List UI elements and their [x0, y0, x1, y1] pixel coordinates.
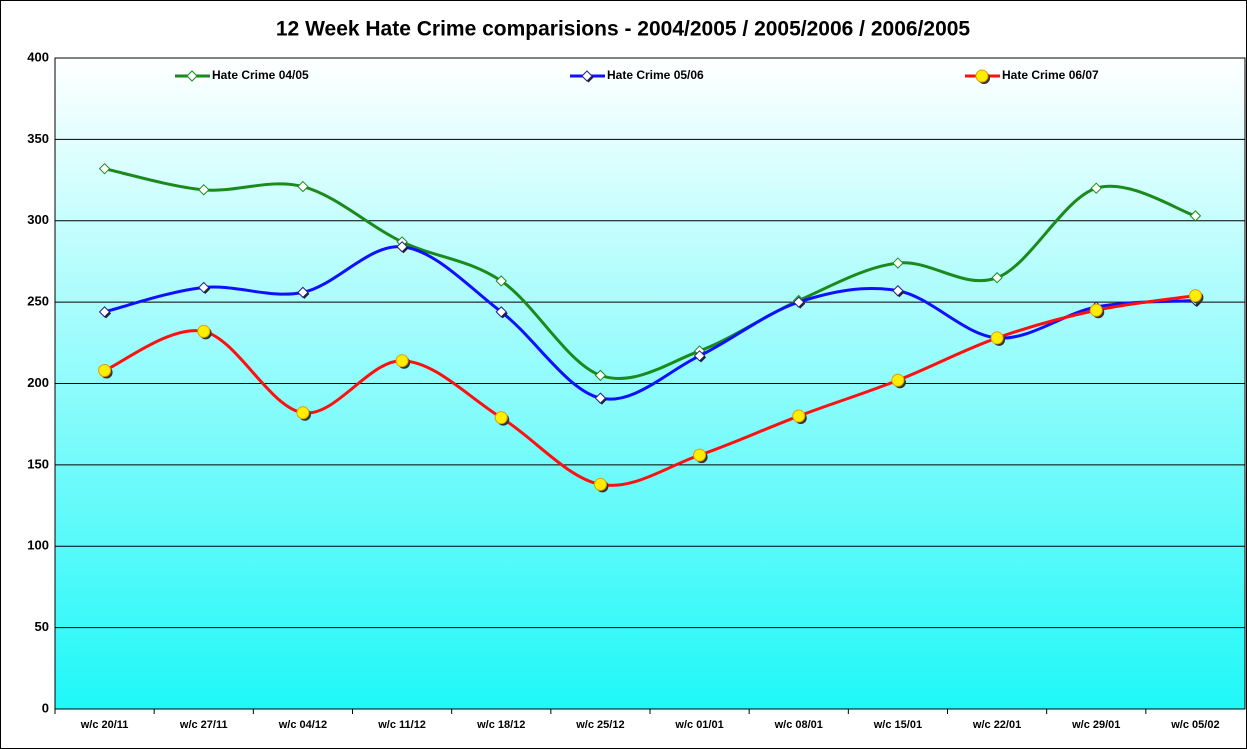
- marker: [1089, 303, 1103, 317]
- x-tick-label: w/c 18/12: [476, 719, 525, 731]
- marker: [892, 285, 904, 297]
- marker: [581, 70, 593, 82]
- legend-label: Hate Crime 06/07: [1002, 68, 1099, 82]
- marker: [990, 331, 1004, 345]
- marker: [198, 184, 210, 196]
- y-tick-label: 0: [42, 700, 49, 715]
- marker: [991, 272, 1003, 284]
- x-tick-label: w/c 20/11: [80, 719, 129, 731]
- y-tick-label: 300: [27, 212, 49, 227]
- x-tick-label: w/c 27/11: [179, 719, 228, 731]
- x-tick-label: w/c 15/01: [873, 719, 922, 731]
- marker: [1090, 182, 1102, 194]
- marker: [891, 373, 905, 387]
- y-tick-label: 250: [27, 294, 49, 309]
- marker: [494, 411, 508, 425]
- y-tick-label: 50: [35, 619, 49, 634]
- marker: [395, 354, 409, 368]
- marker: [296, 406, 310, 420]
- marker: [975, 69, 989, 83]
- marker: [892, 257, 904, 269]
- x-tick-label: w/c 22/01: [972, 719, 1021, 731]
- marker: [396, 241, 408, 253]
- chart-title: 12 Week Hate Crime comparisions - 2004/2…: [276, 18, 971, 41]
- marker: [793, 296, 805, 308]
- marker: [792, 409, 806, 423]
- y-tick-label: 150: [27, 456, 49, 471]
- marker: [297, 180, 309, 193]
- y-tick-label: 400: [27, 49, 49, 64]
- marker: [495, 275, 507, 287]
- marker: [186, 70, 198, 82]
- x-tick-label: w/c 01/01: [674, 719, 723, 731]
- marker: [594, 392, 607, 404]
- marker: [693, 350, 706, 362]
- marker: [198, 281, 210, 294]
- x-tick-label: w/c 29/01: [1071, 719, 1120, 731]
- x-tick-label: w/c 25/12: [575, 719, 624, 731]
- legend-label: Hate Crime 05/06: [607, 68, 704, 82]
- marker: [98, 306, 111, 318]
- marker: [197, 324, 211, 338]
- marker: [594, 369, 607, 382]
- marker: [593, 477, 607, 491]
- x-tick-label: w/c 08/01: [774, 719, 823, 731]
- marker: [1188, 289, 1202, 303]
- series-line: [104, 167, 1196, 381]
- legend-label: Hate Crime 04/05: [212, 68, 309, 82]
- y-tick-label: 350: [27, 131, 49, 146]
- marker: [1189, 210, 1202, 222]
- marker: [98, 162, 111, 175]
- x-tick-label: w/c 05/02: [1170, 719, 1219, 731]
- y-tick-label: 200: [27, 375, 49, 390]
- marker: [495, 306, 507, 318]
- x-tick-label: w/c 04/12: [278, 719, 327, 731]
- marker: [693, 448, 707, 462]
- x-tick-label: w/c 11/12: [377, 719, 426, 731]
- marker: [98, 363, 112, 377]
- y-tick-label: 100: [27, 538, 49, 553]
- marker: [297, 286, 309, 299]
